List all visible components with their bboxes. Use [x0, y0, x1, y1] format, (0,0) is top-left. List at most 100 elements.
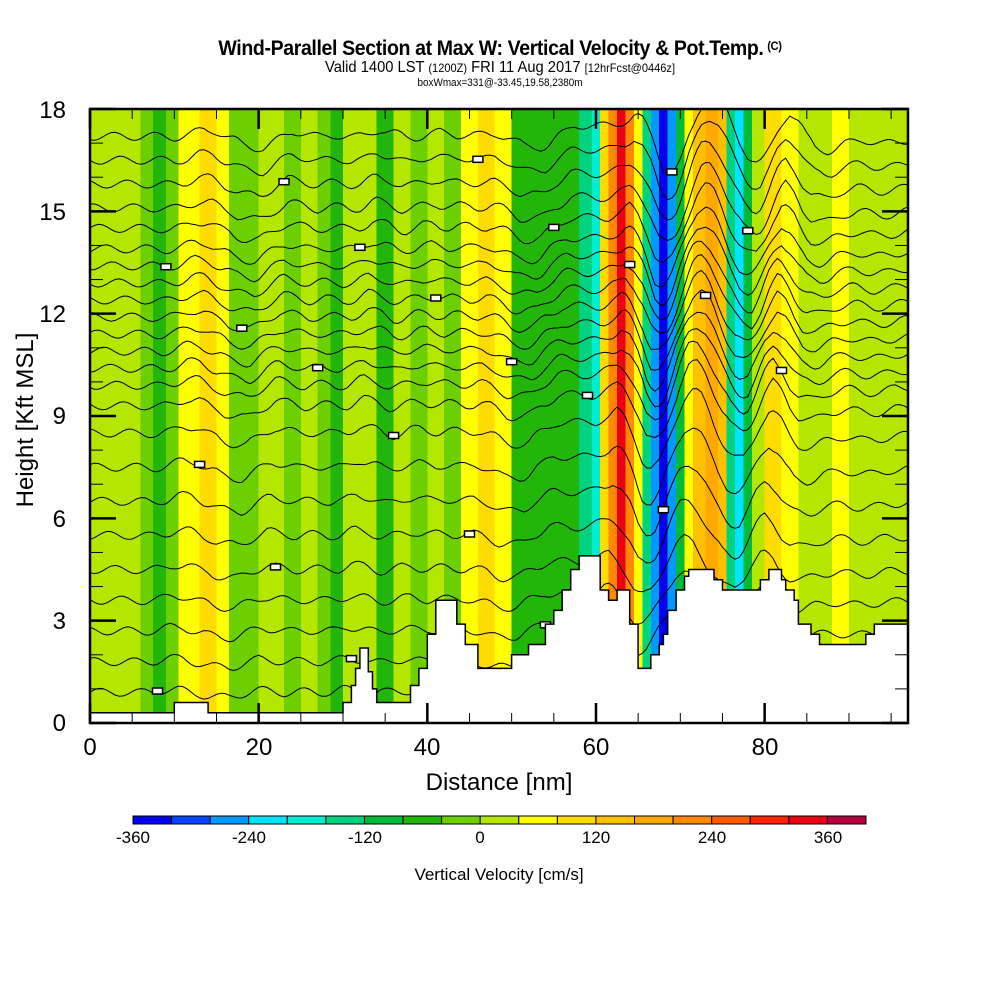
theta-contour — [90, 498, 908, 564]
colorbar-segment — [595, 815, 636, 825]
contour-label-marker — [775, 366, 788, 375]
theta-contour — [90, 427, 908, 506]
contour-label-marker — [742, 226, 754, 235]
y-tick-label: 0 — [53, 710, 66, 737]
x-axis-label: Distance [nm] — [426, 769, 573, 796]
colorbar-tick-label: 120 — [582, 828, 610, 847]
y-tick-labels: 0 3 6 9 12 15 18 — [39, 97, 66, 737]
theta-contour — [90, 161, 908, 241]
contour-label-marker — [623, 260, 636, 269]
theta-contour — [90, 182, 908, 263]
colorbar-segment — [826, 815, 867, 825]
colorbar-segment — [132, 815, 173, 825]
theta-contour — [90, 226, 908, 307]
theta-contour — [90, 269, 908, 350]
colorbar-tick-label: 240 — [698, 828, 726, 847]
theta-contour — [90, 388, 908, 469]
contour-label-marker — [236, 324, 248, 332]
theta-contour — [90, 254, 908, 334]
valid-date: FRI 11 Aug 2017 — [471, 59, 581, 76]
contour-label-marker — [472, 155, 484, 164]
colorbar-segment — [441, 815, 481, 825]
colorbar-segment — [672, 815, 713, 825]
colorbar-tick-label: -120 — [348, 828, 382, 847]
colorbar-tick-label: 0 — [475, 828, 484, 847]
theta-contour — [90, 206, 908, 288]
colorbar-segment — [209, 815, 250, 825]
contour-label-marker — [193, 460, 206, 469]
colorbar-segment — [402, 815, 443, 825]
theta-contour — [90, 120, 908, 201]
colorbar-tick-label: 360 — [814, 828, 842, 847]
contour-label-marker — [581, 391, 594, 400]
x-tick-label: 20 — [246, 734, 273, 761]
theta-contour — [90, 328, 908, 408]
x-tick-label: 80 — [752, 734, 779, 761]
copyright-mark: (C) — [767, 39, 782, 53]
y-tick-label: 6 — [53, 506, 66, 533]
colorbar-segment — [325, 815, 365, 825]
contour-labels — [151, 155, 788, 695]
theta-contour — [90, 311, 908, 392]
axis-ticks — [88, 107, 908, 725]
contour-label-marker — [548, 223, 560, 232]
contour-label-marker — [354, 243, 366, 252]
y-tick-label: 15 — [39, 199, 66, 226]
colorbar-segment — [788, 815, 828, 825]
colorbar-title: Vertical Velocity [cm/s] — [414, 865, 583, 884]
colorbar-segment — [749, 815, 790, 825]
valid-time: Valid 1400 LST — [324, 59, 425, 76]
contour-label-marker — [278, 177, 290, 186]
contour-label-marker — [387, 431, 400, 440]
y-tick-label: 18 — [39, 97, 66, 124]
x-tick-labels: 0 20 40 60 80 — [83, 734, 778, 761]
theta-contour — [90, 109, 908, 175]
x-tick-label: 0 — [83, 734, 96, 761]
contour-label-marker — [269, 563, 282, 571]
box-info: boxWmax=331@-33.45,19.58,2380m — [417, 77, 583, 89]
colorbar-segment — [479, 815, 520, 825]
plot-frame — [88, 107, 910, 725]
x-tick-label: 60 — [583, 734, 610, 761]
colorbar-segment — [711, 815, 751, 825]
theta-contour — [90, 140, 908, 221]
colorbar-segment — [248, 815, 288, 825]
colorbar-segment — [171, 815, 211, 825]
y-tick-label: 12 — [39, 301, 66, 328]
colorbar-tick-label: -360 — [116, 828, 150, 847]
theta-contour — [90, 533, 908, 593]
theta-contour — [90, 465, 908, 537]
theta-contour — [90, 359, 908, 439]
chart-title-text: Wind-Parallel Section at Max W: Vertical… — [218, 37, 764, 60]
contour-label-marker — [505, 357, 518, 366]
plot-area — [90, 109, 908, 723]
x-tick-label: 40 — [414, 734, 441, 761]
contour-label-marker — [666, 168, 678, 176]
contour-label-marker — [345, 654, 358, 663]
colorbar-segment — [518, 815, 558, 825]
theta-contour — [90, 289, 908, 371]
colorbar-tick-labels: -360 -240 -120 0 120 240 360 — [116, 828, 842, 847]
colorbar-tick-label: -240 — [232, 828, 266, 847]
contour-label-marker — [463, 530, 476, 538]
chart-title: Wind-Parallel Section at Max W: Vertical… — [35, 37, 965, 61]
colorbar-segment — [556, 815, 597, 825]
contour-label-marker — [151, 687, 164, 695]
contour-label-marker — [657, 505, 670, 514]
colorbar-segment — [634, 815, 674, 825]
contour-label-marker — [699, 291, 712, 300]
forecast-info: [12hrFcst@0446z] — [584, 61, 676, 75]
contour-label-marker — [430, 294, 442, 302]
terrain-profile — [90, 555, 908, 723]
contour-label-marker — [311, 363, 324, 372]
colorbar — [132, 815, 867, 825]
y-tick-label: 3 — [53, 608, 66, 635]
contour-label-marker — [160, 262, 172, 271]
colorbar-segment — [363, 815, 404, 825]
colorbar-segment — [286, 815, 327, 825]
y-tick-label: 9 — [53, 403, 66, 430]
chart-subtitle: Valid 1400 LST (1200Z) FRI 11 Aug 2017 [… — [40, 59, 960, 77]
theta-contour — [90, 240, 908, 321]
valid-utc: (1200Z) — [428, 61, 468, 75]
